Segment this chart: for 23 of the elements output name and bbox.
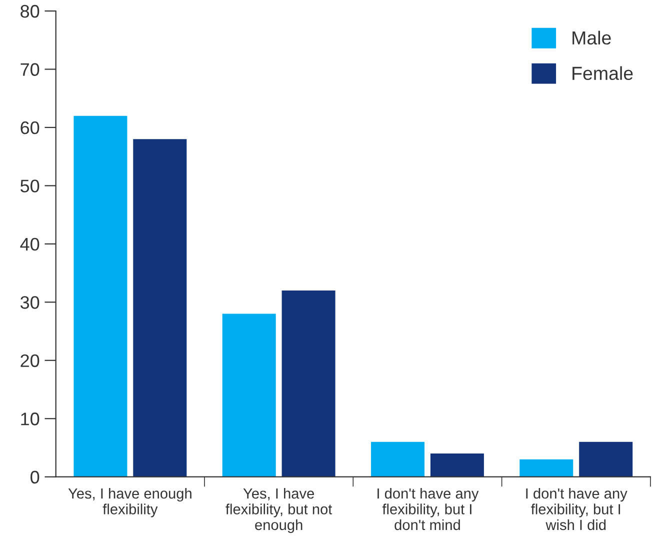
y-tick-label: 60 (20, 121, 40, 134)
y-tick-label: 40 (20, 238, 40, 251)
y-tick-label: 70 (20, 63, 40, 76)
bar (74, 116, 128, 477)
x-tick-label: I don't have any flexibility, but I wish I did (526, 488, 628, 530)
x-tick-label: Yes, I have flexibility, but not enough (226, 488, 332, 533)
y-tick-label: 30 (20, 296, 40, 309)
y-tick-label: 0 (30, 470, 40, 484)
x-tick-label: I don't have any flexibility, but I don't mind (378, 488, 479, 530)
bar (520, 459, 574, 477)
y-tick-label: 10 (21, 412, 40, 426)
bar (133, 139, 187, 477)
x-tick-label: Yes, I have enough flexibility (68, 488, 192, 518)
y-tick-label: 80 (20, 4, 40, 18)
bar (222, 314, 276, 477)
y-tick-label: 50 (20, 180, 40, 192)
bar (282, 290, 336, 477)
bar (370, 442, 424, 477)
legend-label: Female (572, 66, 633, 80)
bar (430, 454, 484, 477)
y-tick-label: 20 (20, 354, 40, 368)
bar (579, 442, 633, 477)
legend-label: Male (572, 30, 611, 45)
